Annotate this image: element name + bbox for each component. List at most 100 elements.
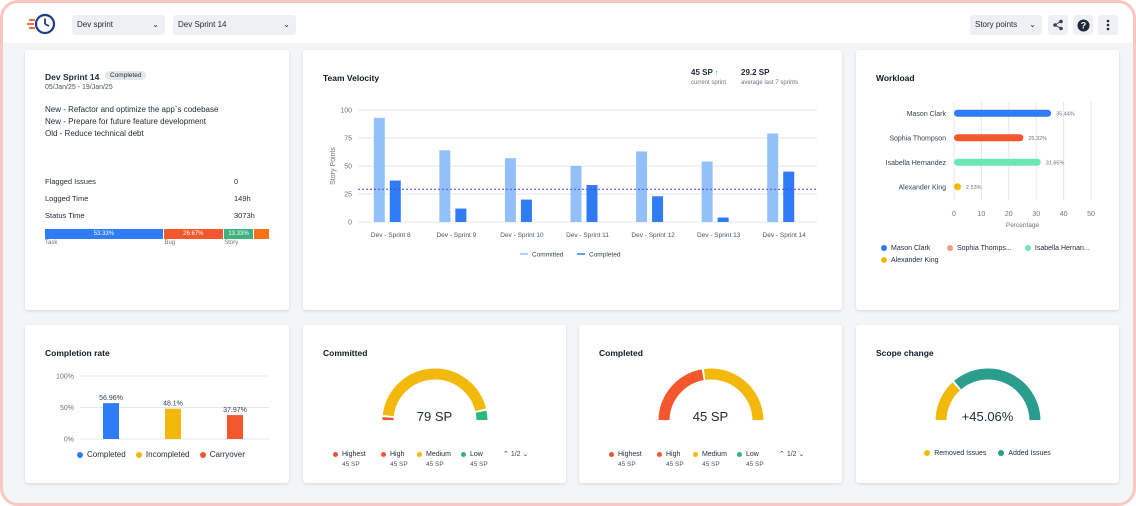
sprint-goals: New - Refactor and optimize the app`s co… — [45, 104, 218, 140]
average-value: 29.2 SP — [741, 68, 770, 77]
top-bar: Dev sprint ⌄ Dev Sprint 14 ⌄ Story point… — [3, 3, 1133, 43]
x-tick-label: 30 — [1032, 211, 1040, 218]
share-button[interactable] — [1048, 15, 1068, 35]
chevron-down-icon[interactable]: ⌄ — [520, 451, 529, 458]
trend-up-icon: ↑ — [714, 70, 719, 77]
legend-dot — [199, 451, 206, 458]
chevron-up-icon[interactable]: ⌃ — [503, 451, 511, 458]
stat-row: Logged Time 149h — [45, 190, 265, 207]
priority-name: Highest — [618, 451, 642, 458]
legend-dot — [1024, 245, 1031, 252]
x-tick-label: 0 — [952, 211, 956, 218]
priority-legend-item[interactable]: Highest 45 SP — [609, 450, 642, 470]
sprint-select-value: Dev Sprint 14 — [178, 20, 227, 29]
committed-title: Committed — [323, 348, 368, 358]
priority-legend-item[interactable]: Low 45 SP — [461, 450, 488, 470]
y-tick-label: 0% — [64, 437, 74, 444]
data-label: 37.97% — [223, 407, 247, 414]
legend-item[interactable]: Added Issues — [998, 450, 1051, 457]
goal-item: New - Prepare for future feature develop… — [45, 117, 206, 126]
stat-row: Flagged Issues 0 — [45, 173, 265, 190]
priority-legend-item[interactable]: High 45 SP — [657, 450, 684, 470]
completed-bar — [455, 208, 467, 222]
pager-text: 1/2 — [510, 451, 521, 458]
legend-dot — [737, 451, 742, 457]
metric-select-value: Story points — [975, 20, 1018, 29]
project-select[interactable]: Dev sprint ⌄ — [72, 15, 165, 35]
x-tick-label: 10 — [978, 211, 986, 218]
sprint-summary-card: Dev Sprint 14 Completed 05/Jan/25 - 19/J… — [25, 50, 289, 310]
metric-select[interactable]: Story points ⌄ — [970, 15, 1042, 35]
legend-dot — [77, 451, 83, 458]
split-segment: 13.33% — [223, 229, 254, 239]
more-options-button[interactable] — [1098, 15, 1118, 35]
data-label: 31.65% — [1046, 160, 1065, 166]
priority-legend-item[interactable]: Medium 45 SP — [693, 450, 727, 470]
priority-legend-item[interactable]: Low 45 SP — [737, 450, 764, 470]
legend-pager[interactable]: ⌃ 1/2 ⌄ — [503, 450, 528, 460]
completion-bar — [103, 403, 119, 439]
priority-legend-item[interactable]: Medium 45 SP — [417, 450, 451, 470]
velocity-chart: 0 25 50 75 100 Story Points Dev - Sprint 8 Dev … — [330, 108, 817, 259]
scope-value: +45.06% — [961, 409, 1014, 424]
sprint-select[interactable]: Dev Sprint 14 ⌄ — [173, 15, 296, 35]
current-sprint-label: current sprint — [691, 80, 727, 86]
stat-row: Status Time 3073h — [45, 207, 265, 224]
goal-item: Old - Reduce technical debt — [45, 129, 144, 138]
priority-sp: 45 SP — [426, 461, 444, 468]
help-button[interactable]: ? — [1073, 15, 1093, 35]
legend-label: Carryover — [209, 450, 245, 459]
share-icon — [1053, 19, 1063, 31]
split-label: Story — [224, 240, 239, 246]
chevron-down-icon[interactable]: ⌄ — [796, 451, 805, 458]
x-tick-label: Dev - Sprint 12 — [631, 232, 675, 239]
priority-name: Low — [746, 451, 759, 458]
legend-dot — [381, 451, 386, 457]
legend-item[interactable]: Completed — [77, 450, 126, 459]
legend-item[interactable]: Mason Clark — [881, 243, 945, 255]
sprint-stats: Flagged Issues 0 Logged Time 149h Status T… — [45, 173, 265, 224]
priority-sp: 45 SP — [746, 461, 764, 468]
legend-label: Isabella Hernan... — [1034, 245, 1090, 252]
legend-item[interactable]: Incompleted — [135, 450, 190, 459]
category-label: Sophia Thompson — [889, 135, 946, 142]
legend-pager[interactable]: ⌃ 1/2 ⌄ — [779, 450, 804, 460]
completion-title: Completion rate — [45, 348, 110, 358]
gauge-segment — [382, 368, 486, 417]
legend-item[interactable]: Sophia Thomps... — [946, 243, 1023, 255]
completed-title: Completed — [599, 348, 643, 358]
velocity-title: Team Velocity — [323, 73, 380, 83]
committed-bar — [570, 166, 582, 222]
legend-item[interactable]: Isabella Hernan... — [1024, 243, 1109, 255]
gauge-segment — [658, 369, 704, 421]
priority-name: Low — [470, 451, 483, 458]
legend-dot — [135, 451, 142, 458]
x-tick-label: 50 — [1087, 211, 1095, 218]
legend-label: Removed Issues — [934, 450, 987, 457]
chevron-up-icon[interactable]: ⌃ — [779, 451, 787, 458]
scope-change-gauge — [935, 368, 1041, 421]
legend-item[interactable]: Alexander King — [881, 255, 961, 267]
priority-sp: 45 SP — [390, 461, 408, 468]
completion-legend: Completed Incompleted Carryover — [77, 450, 245, 459]
priority-sp: 45 SP — [470, 461, 488, 468]
y-tick-label: 75 — [344, 136, 352, 143]
completed-priority-legend: Highest 45 SP High 45 SP Medium 45 SP Low 45 SP… — [609, 450, 829, 470]
priority-sp: 45 SP — [666, 461, 684, 468]
gauge-segment — [935, 382, 961, 421]
stat-label: Status Time — [45, 211, 85, 220]
x-tick-label: 40 — [1060, 211, 1068, 218]
app-logo-icon[interactable] — [27, 11, 57, 37]
legend-item[interactable]: Removed Issues — [924, 450, 986, 457]
split-segment: 53.33% — [45, 229, 163, 239]
priority-legend-item[interactable]: High 45 SP — [381, 450, 408, 470]
stat-label: Logged Time — [45, 194, 89, 203]
completion-bar — [165, 408, 181, 439]
legend-label: Committed — [532, 252, 564, 259]
legend-dot — [657, 451, 662, 457]
x-tick-label: Dev - Sprint 14 — [763, 232, 807, 239]
stat-label: Flagged Issues — [45, 177, 96, 186]
completed-value: 45 SP — [692, 409, 729, 424]
priority-legend-item[interactable]: Highest 45 SP — [333, 450, 366, 470]
legend-item[interactable]: Carryover — [199, 450, 245, 459]
